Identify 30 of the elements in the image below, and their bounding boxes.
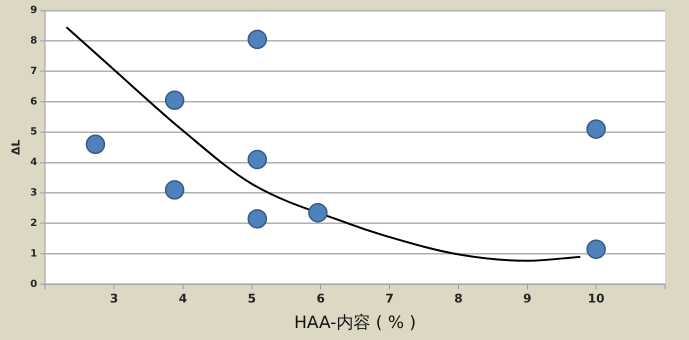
x-tick-label: 10 (588, 292, 604, 306)
y-tick-label: 6 (30, 96, 38, 108)
y-tick-label: 9 (30, 5, 38, 16)
point (248, 150, 268, 170)
y-tick-label: 2 (30, 218, 38, 229)
line-series (66, 26, 582, 262)
y-tick-label: 5 (30, 126, 38, 138)
y-tick-label: 7 (30, 66, 38, 77)
y-tick-label: 0 (30, 278, 38, 290)
x-tick-label: 8 (454, 292, 463, 306)
point (308, 202, 328, 222)
point (164, 180, 184, 200)
y-tick-label: 3 (30, 188, 38, 199)
y-tick-label: 4 (30, 157, 38, 168)
x-tick-label: 9 (523, 292, 532, 306)
x-tick-label: 3 (110, 292, 118, 306)
x-tick-label: 7 (385, 292, 394, 306)
y-tick-label: 1 (30, 248, 38, 260)
point (248, 30, 268, 50)
point (164, 90, 184, 110)
point (86, 134, 106, 154)
point (586, 239, 606, 259)
y-tick-label: 8 (30, 36, 38, 47)
x-tick-label: 6 (316, 292, 325, 306)
x-axis-title: HAA-内容 ( % ) (294, 313, 416, 334)
point (248, 209, 268, 229)
y-axis-title: ΔL (9, 140, 22, 156)
point (586, 119, 606, 139)
x-tick-label: 4 (178, 292, 188, 306)
x-tick-label: 5 (248, 292, 256, 306)
